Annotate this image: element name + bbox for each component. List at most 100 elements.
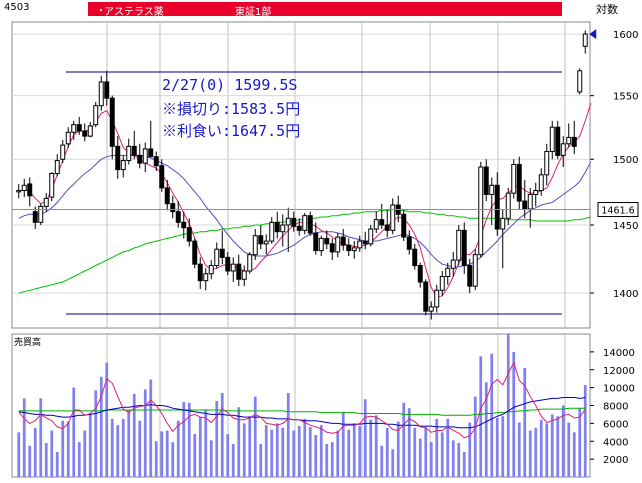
chart-frames	[11, 21, 591, 478]
candle-body	[527, 193, 533, 210]
candle-body	[126, 145, 132, 162]
volume-bar	[66, 421, 70, 477]
volume-bar	[358, 426, 362, 477]
candle-body	[533, 190, 539, 195]
candle-body	[494, 184, 500, 230]
volume-bar	[539, 419, 543, 477]
current-price-label: 1461.6	[601, 206, 634, 217]
header-bar	[88, 2, 562, 16]
volume-bar	[160, 431, 164, 477]
volume-bar	[396, 421, 400, 477]
volume-bar	[171, 442, 175, 477]
candle-body	[357, 240, 363, 249]
volume-moving-averages	[18, 361, 586, 439]
volume-bar	[473, 396, 477, 477]
candle-body	[302, 215, 308, 231]
candle-body	[203, 273, 209, 282]
volume-bar	[391, 449, 395, 477]
candle-body	[461, 229, 467, 267]
candle-body	[346, 244, 352, 252]
volume-bar	[204, 409, 208, 477]
volume-bar	[429, 442, 433, 477]
volume-bar	[495, 418, 499, 477]
volume-bar	[39, 398, 43, 477]
header-dot: ・	[96, 6, 106, 17]
volume-bar	[50, 430, 54, 477]
volume-tick-label: 8000	[603, 402, 628, 413]
volume-bar	[138, 420, 142, 477]
volume-bar	[341, 411, 345, 477]
volume-bar	[451, 440, 455, 477]
price-tick-label: 1400	[613, 289, 638, 300]
candle-body	[555, 126, 561, 156]
volume-panel-title: 売買高	[14, 336, 41, 348]
market-name: 東証1部	[235, 7, 272, 18]
candle-body	[247, 254, 253, 272]
candle-body	[164, 187, 170, 205]
price-tick-label: 1500	[613, 155, 638, 166]
candle-body	[516, 163, 522, 202]
volume-bar	[253, 396, 257, 477]
volume-tick-label: 14000	[603, 348, 635, 359]
candle-body	[131, 145, 137, 156]
candle-body	[313, 232, 319, 252]
candle-body	[241, 270, 247, 280]
volume-bar	[264, 425, 268, 477]
candle-body	[137, 154, 143, 164]
volume-bar	[336, 430, 340, 477]
volume-bar	[198, 417, 202, 477]
volume-bar	[501, 416, 505, 477]
volume-bar	[242, 423, 246, 477]
candle-body	[43, 197, 49, 207]
candle-body	[225, 256, 231, 272]
volume-bar	[402, 402, 406, 477]
volume-bar	[512, 351, 516, 477]
candle-body	[159, 165, 165, 189]
candle-body	[434, 289, 440, 308]
volume-bar	[374, 415, 378, 477]
volume-bar	[484, 382, 488, 477]
candle-body	[219, 248, 225, 258]
current-price-box	[597, 202, 639, 218]
candle-body	[577, 70, 583, 93]
candle-body	[93, 105, 99, 126]
stock-code: 4503	[4, 2, 30, 13]
volume-ma-mid-line	[18, 397, 586, 429]
candle-body	[76, 124, 82, 132]
candle-body	[571, 136, 577, 147]
volume-bar	[352, 423, 356, 477]
volume-bar	[407, 408, 411, 477]
candle-body	[390, 204, 396, 231]
candle-body	[38, 205, 44, 223]
volume-bar	[468, 422, 472, 477]
volume-bar	[303, 418, 307, 477]
volume-bar	[479, 356, 483, 477]
candle-body	[417, 265, 423, 283]
candle-body	[538, 174, 544, 192]
candle-body	[104, 81, 110, 99]
volume-bar	[523, 367, 527, 477]
volume-bar	[83, 430, 87, 477]
volume-bar	[314, 434, 318, 477]
price-tick-label: 1450	[613, 221, 638, 232]
candle-body	[280, 224, 286, 233]
candle-body	[120, 160, 126, 171]
candle-body	[186, 227, 192, 242]
volume-bar	[143, 389, 147, 477]
candle-body	[549, 126, 555, 153]
candle-body	[428, 306, 434, 312]
volume-bar	[77, 442, 81, 477]
volume-bar	[462, 451, 466, 477]
log-scale-toggle[interactable]: 対数	[596, 3, 618, 16]
volume-bar	[418, 438, 422, 477]
candle-body	[32, 211, 38, 223]
volume-bar	[94, 390, 98, 477]
volume-ma-short-line	[18, 361, 586, 439]
volume-bar	[413, 427, 417, 477]
volume-bar	[275, 423, 279, 477]
volume-bar	[440, 432, 444, 477]
volume-bar	[154, 441, 158, 477]
price-marker-arrow	[589, 29, 597, 40]
candle-body	[197, 263, 203, 282]
